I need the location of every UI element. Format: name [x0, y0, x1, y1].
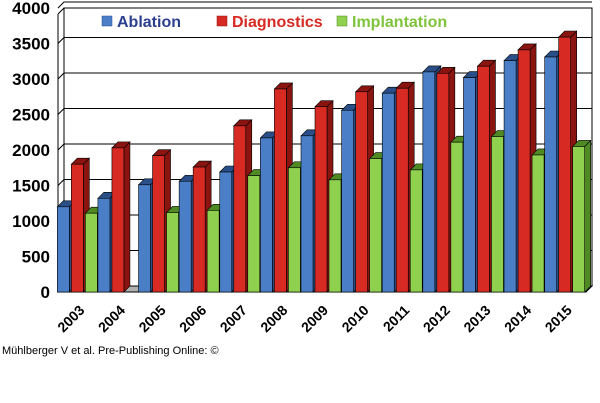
bar-front	[260, 137, 273, 293]
gridline	[57, 37, 592, 44]
bar-front	[381, 92, 395, 293]
bar-front	[572, 146, 585, 293]
bar	[111, 141, 131, 293]
gridline	[57, 108, 592, 115]
bar-front	[152, 155, 165, 293]
y-tick-label: 1500	[12, 177, 50, 196]
x-tick-label: 2004	[95, 302, 128, 335]
x-tick-label: 2003	[54, 302, 87, 335]
x-tick-label: 2012	[420, 302, 453, 335]
bar-front	[178, 180, 192, 293]
legend-swatch	[216, 15, 228, 27]
bar-front	[531, 154, 545, 293]
bar-front	[477, 65, 490, 293]
bar-front	[192, 166, 206, 293]
x-tick-label: 2011	[380, 302, 413, 335]
y-tick-label: 2500	[12, 106, 50, 125]
bar-front	[328, 179, 342, 293]
x-tick-label: 2013	[460, 302, 493, 335]
bar-front	[503, 60, 517, 293]
bar-front	[71, 163, 84, 293]
bar	[571, 139, 592, 293]
bar-front	[463, 77, 476, 293]
y-tick-label: 1000	[12, 212, 50, 231]
legend-label: Diagnostics	[232, 14, 323, 31]
bar-front	[138, 184, 151, 293]
bar-front	[491, 136, 504, 293]
legend-label: Implantation	[352, 14, 447, 31]
credit-text: Mühlberger V et al. Pre-Publishing Onlin…	[2, 345, 219, 357]
x-tick-label: 2015	[542, 302, 575, 335]
x-tick-label: 2010	[338, 302, 371, 335]
bar-front	[436, 73, 450, 293]
x-axis: 2003 2004 2005 2006 2007 2008 2009 2010 2011 2012…	[54, 302, 575, 335]
x-tick-label: 2009	[298, 302, 331, 335]
bar-front	[409, 169, 423, 293]
gridline	[57, 1, 592, 9]
x-tick-label: 2006	[176, 302, 209, 335]
bar-front	[111, 147, 125, 293]
bar-front	[233, 125, 247, 293]
gridline	[57, 143, 592, 151]
bar-front	[544, 56, 557, 293]
bar-front	[517, 49, 531, 293]
bar-front	[314, 106, 328, 293]
x-tick-label: 2008	[257, 302, 290, 335]
bar-side	[584, 139, 591, 293]
y-axis: 0 500 1000 1500 2000 2500 3000 3500 4000	[12, 0, 50, 302]
bar-front	[558, 36, 571, 293]
bar-front	[219, 171, 233, 293]
bar-front	[247, 175, 261, 293]
legend-label: Ablation	[117, 14, 181, 31]
gridline	[57, 72, 592, 80]
bar-front	[300, 135, 314, 293]
bar-front	[355, 91, 368, 293]
y-tick-label: 3000	[12, 70, 50, 89]
legend-swatch	[336, 15, 348, 27]
bar-front	[288, 167, 301, 293]
y-tick-label: 3500	[12, 35, 50, 54]
bar-front	[85, 212, 98, 293]
x-tick-label: 2005	[135, 302, 168, 335]
bar-front	[422, 71, 436, 293]
x-tick-label: 2007	[217, 302, 250, 335]
bars	[56, 30, 592, 293]
bar-front	[341, 109, 354, 293]
bar-front	[450, 141, 464, 293]
legend-item: Ablation	[101, 14, 181, 31]
y-tick-label: 2000	[12, 141, 50, 160]
bar-front	[274, 88, 287, 293]
bar-front	[369, 158, 382, 293]
y-axis-top-edge	[57, 7, 65, 15]
bar-front	[97, 197, 111, 293]
legend: Ablation Diagnostics Implantation	[101, 14, 447, 31]
y-tick-label: 500	[22, 248, 50, 267]
x-tick-label: 2014	[501, 302, 534, 335]
bar-side	[123, 141, 131, 293]
bar-front	[206, 210, 220, 293]
legend-swatch	[101, 15, 113, 27]
legend-item: Diagnostics	[216, 14, 323, 31]
y-tick-label: 0	[41, 283, 50, 302]
bar-front	[166, 212, 179, 293]
y-tick-label: 4000	[12, 0, 50, 18]
legend-item: Implantation	[336, 14, 447, 31]
bar-front	[395, 87, 409, 293]
bar-front	[57, 206, 70, 293]
